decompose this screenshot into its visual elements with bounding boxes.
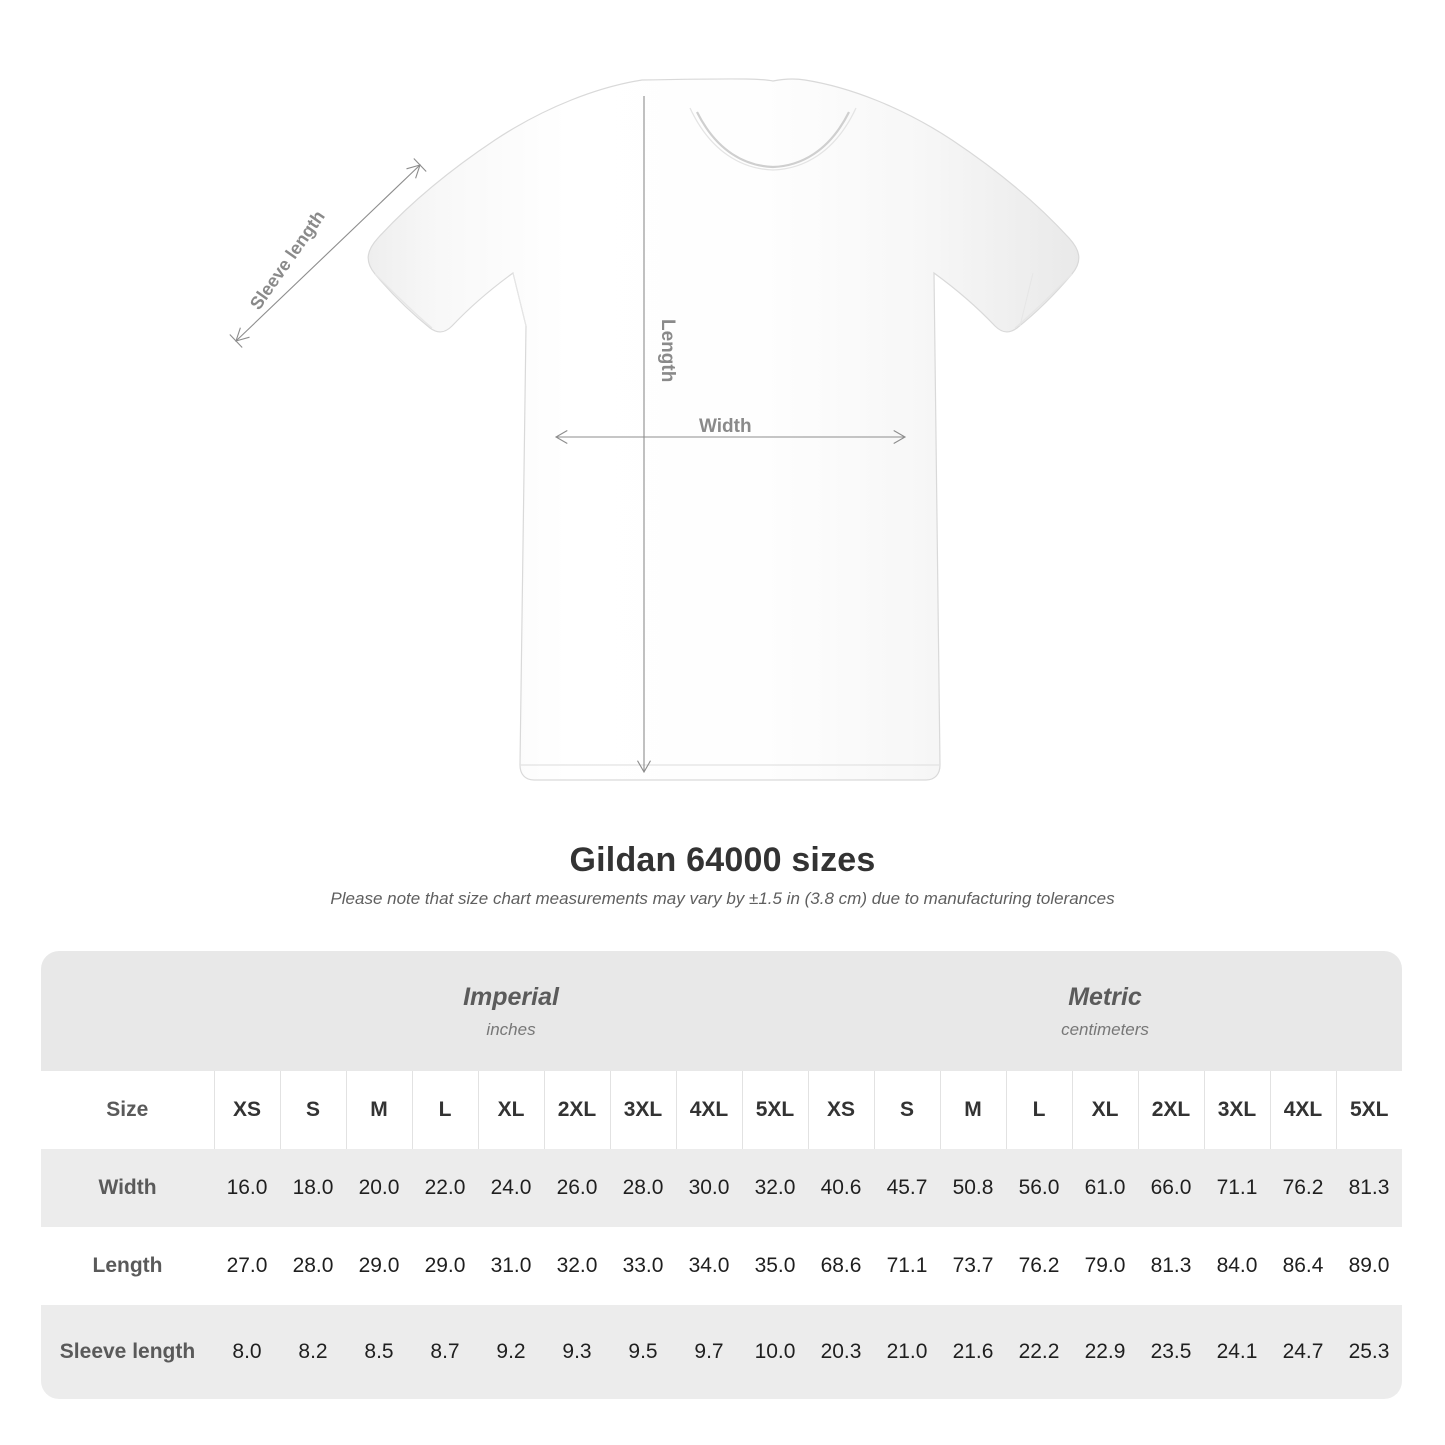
- svg-text:Sleeve length: Sleeve length: [246, 207, 329, 314]
- svg-text:Width: Width: [699, 416, 752, 437]
- svg-text:Length: Length: [657, 319, 678, 382]
